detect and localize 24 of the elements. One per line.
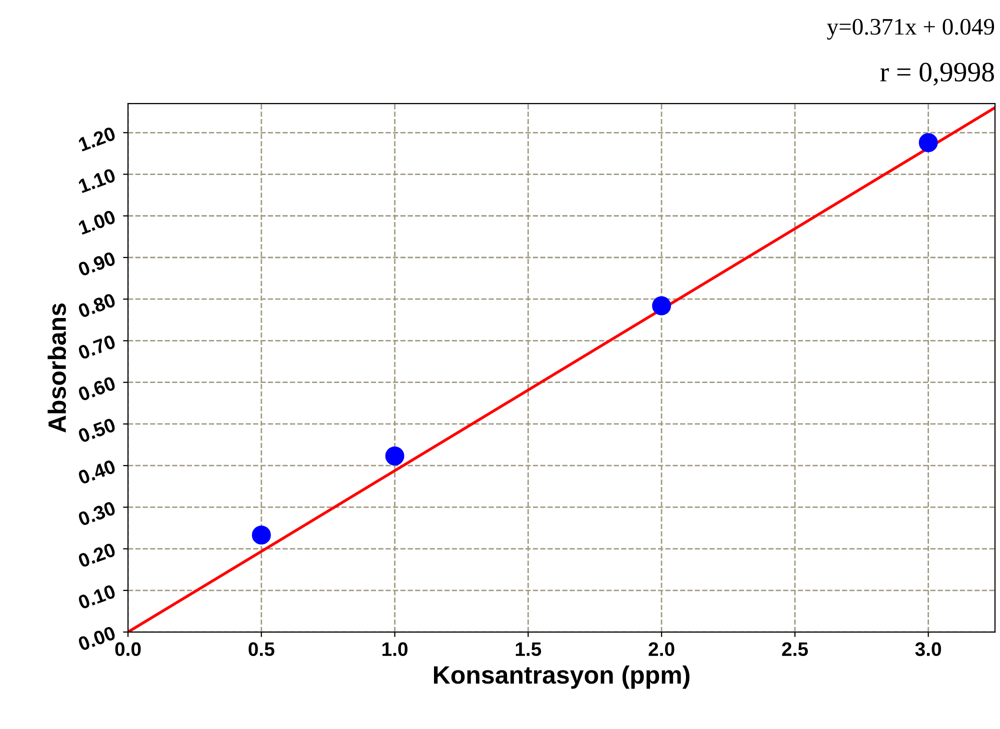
x-tick-label: 1.0 (382, 642, 408, 656)
y-tick-label: 1.20 (78, 126, 116, 152)
y-tick-label: 0.10 (77, 584, 116, 610)
y-tick-label: 1.00 (78, 210, 116, 235)
y-tick-label: 1.10 (78, 168, 116, 194)
x-axis-title: Konsantrasyon (ppm) (434, 665, 690, 689)
x-tick-label: 1.5 (516, 642, 542, 656)
x-tick-label: 0.5 (248, 642, 274, 656)
y-tick-label: 0.70 (77, 334, 116, 360)
y-tick-label: 0.50 (77, 418, 116, 444)
y-axis-title: Absorbans (48, 304, 66, 432)
y-tick-label: 0.30 (77, 500, 116, 526)
x-tick-label: 2.5 (782, 642, 808, 656)
y-tick-label: 0.80 (77, 292, 116, 318)
y-tick-label: 0.00 (77, 626, 116, 652)
y-tick-label: 0.60 (77, 376, 116, 402)
x-tick-label: 3.0 (915, 642, 942, 656)
y-tick-label: 0.20 (77, 542, 116, 568)
x-tick-label: 0.0 (115, 642, 141, 656)
y-tick-label: 0.90 (77, 251, 116, 277)
text: y=0.371x + 0.049 (826, 18, 994, 40)
y-tick-label: 0.40 (77, 459, 116, 485)
text: r = 0,9998 (880, 62, 994, 86)
x-tick-label: 2.0 (648, 642, 674, 656)
